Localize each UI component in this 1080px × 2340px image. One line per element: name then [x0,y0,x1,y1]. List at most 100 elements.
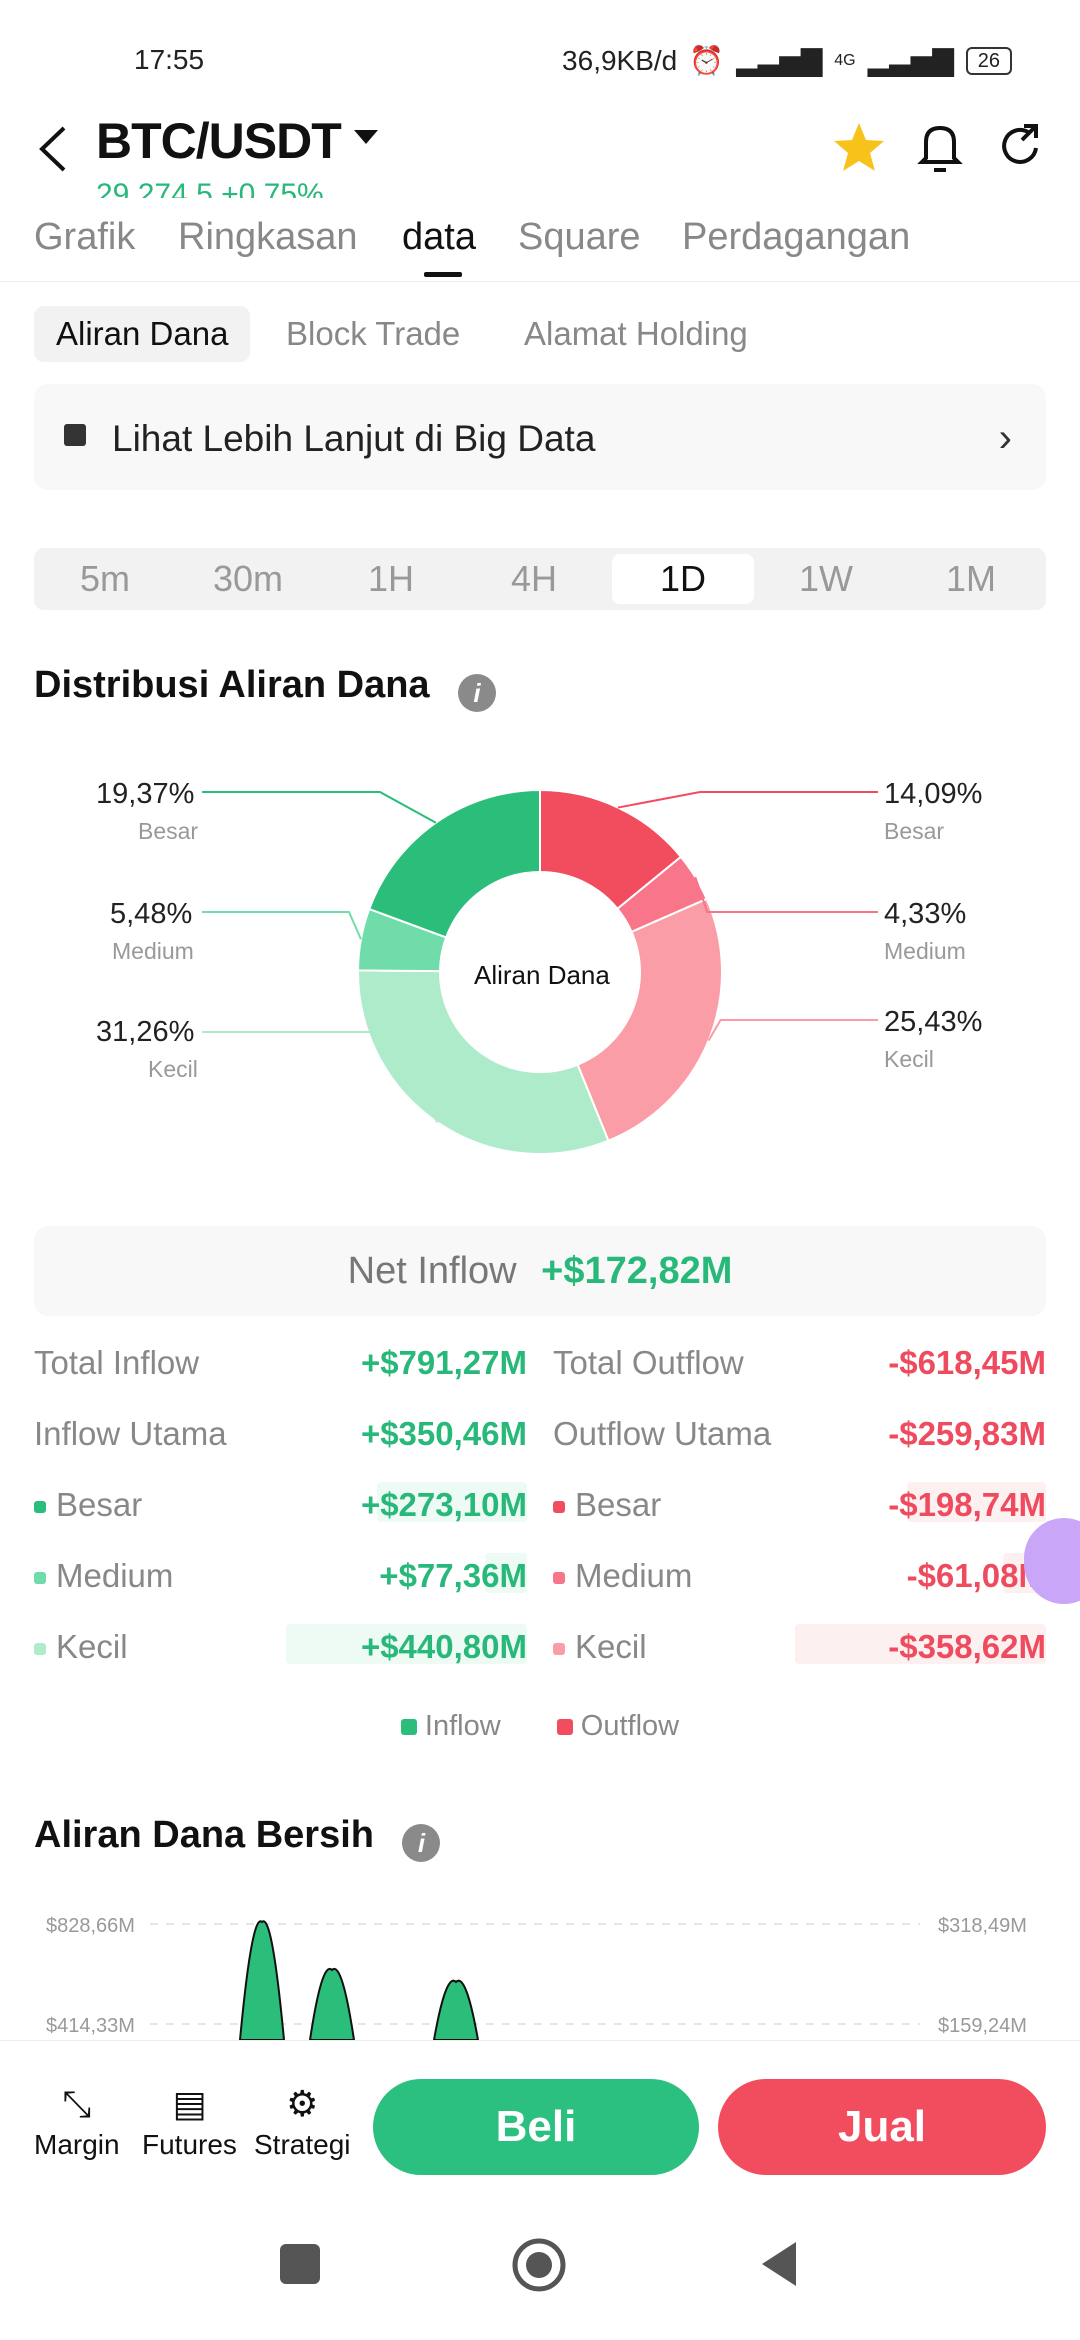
label-out-besar-pct: 14,09% [884,778,983,810]
inflow-besar-bar [377,1482,527,1522]
price-peek: 29.274,5 +0,75% [96,180,324,198]
net-speed: 36,9KB/d [562,44,678,76]
outflow-kecil-bar [795,1624,1046,1664]
net-flow-title: Aliran Dana Bersih [34,1814,374,1856]
strategy-label: Strategi [254,2129,351,2160]
y-right-tick-0: $318,49M [938,1915,1027,1937]
signal-icon: ▂▃▅▇ [736,45,823,76]
main-outflow-label: Outflow Utama [553,1415,772,1452]
range-1d[interactable]: 1D [612,554,754,604]
inflow-medium-text: Medium [56,1557,174,1594]
info-icon-2[interactable]: i [402,1823,441,1862]
tab-square[interactable]: Square [518,216,641,258]
pair-title[interactable]: BTC/USDT [96,113,342,169]
leader-line-inflow-medium [202,911,362,940]
strategy-button[interactable]: ⚙ Strategi [254,2083,351,2161]
tab-underline [424,272,462,277]
net-inflow-label: Net Inflow [347,1250,517,1292]
net-flow-svg: $828,66M $318,49M $414,33M $159,24M [46,1915,1027,2040]
label-in-kecil-pct: 31,26% [96,1016,195,1048]
chart-icon [64,424,86,446]
label-out-medium-sub: Medium [884,938,966,964]
star-icon[interactable] [832,120,886,174]
back-nav-icon[interactable] [756,2238,802,2290]
total-inflow-value: +$791,27M [360,1344,527,1381]
tab-data[interactable]: data [402,216,476,258]
home-icon[interactable] [510,2236,568,2294]
bigdata-link-label: Lihat Lebih Lanjut di Big Data [112,418,596,459]
sell-button[interactable]: Jual [718,2079,1046,2175]
subtab-alamat-holding[interactable]: Alamat Holding [524,315,748,352]
outflow-medium-label: Medium [553,1557,692,1595]
slice-inflow-kecil [357,969,610,1155]
info-icon[interactable]: i [458,673,497,712]
margin-button[interactable]: ⤡ Margin [34,2083,120,2161]
range-4h[interactable]: 4H [510,558,558,599]
share-icon[interactable] [996,120,1046,174]
main-outflow-value: -$259,83M [888,1415,1046,1452]
y-left-tick-0: $828,66M [46,1915,135,1937]
flow-legend: Inflow Outflow [0,1710,1080,1743]
chevron-down-icon[interactable] [354,130,378,144]
label-out-medium-pct: 4,33% [884,898,967,930]
range-30m[interactable]: 30m [212,558,284,599]
inflow-besar-text: Besar [56,1486,143,1523]
range-5m[interactable]: 5m [79,558,130,599]
outflow-kecil-label: Kecil [553,1628,647,1666]
outflow-kecil-dot [553,1643,565,1656]
outflow-besar-value: -$198,74M [888,1486,1046,1523]
outflow-besar-dot [553,1501,565,1514]
outflow-besar-label: Besar [553,1486,661,1524]
donut-svg [202,788,878,1155]
status-indicators: 36,9KB/d ⏰ ▂▃▅▇ 4G ▂▃▅▇ 26 [562,44,1012,77]
slice-outflow-kecil [576,897,723,1142]
outflow-besar-text: Besar [575,1486,662,1523]
header: BTC/USDT 29.274,5 +0,75% [0,100,1080,200]
buy-button[interactable]: Beli [373,2079,699,2175]
label-in-medium-pct: 5,48% [110,898,193,930]
net-flow-chart: $828,66M $318,49M $414,33M $159,24M [0,1900,1080,2040]
recents-icon[interactable] [280,2244,320,2284]
range-1w[interactable]: 1W [799,558,853,599]
tab-ringkasan[interactable]: Ringkasan [178,216,358,258]
total-inflow-label: Total Inflow [34,1344,200,1381]
tab-perdagangan[interactable]: Perdagangan [682,216,911,258]
flow-table: Total Inflow +$791,27M Total Outflow -$6… [0,1340,1080,1680]
leader-line-outflow-medium [694,876,878,913]
range-1h[interactable]: 1H [367,558,415,599]
net-flow-header: Aliran Dana Bersih i [34,1814,441,1862]
label-out-kecil-pct: 25,43% [884,1006,983,1038]
main-tabs: Grafik Ringkasan data Square Perdagangan [0,200,1080,282]
system-nav-bar [0,2230,1080,2310]
subtab-aliran-dana[interactable]: Aliran Dana [34,306,251,362]
tab-grafik[interactable]: Grafik [34,216,136,258]
back-icon[interactable] [34,122,74,176]
range-1m[interactable]: 1M [945,558,996,599]
inflow-medium-dot [34,1572,46,1585]
inflow-kecil-bar [286,1624,527,1664]
inflow-besar-value: +$273,10M [360,1486,527,1523]
main-inflow-value: +$350,46M [360,1415,527,1452]
legend-outflow: Outflow [580,1710,680,1742]
main-inflow-label: Inflow Utama [34,1415,227,1452]
outflow-besar-bar [907,1482,1046,1522]
inflow-kecil-text: Kecil [56,1628,128,1665]
leader-line-inflow-kecil [202,1031,439,1124]
label-in-kecil-sub: Kecil [148,1056,198,1082]
outflow-medium-value: -$61,08M [906,1557,1046,1594]
subtab-block-trade[interactable]: Block Trade [286,315,461,352]
assistant-bubble[interactable] [1024,1518,1080,1604]
battery-icon: 26 [965,46,1012,75]
total-outflow-value: -$618,45M [888,1344,1046,1381]
slice-inflow-besar [367,788,541,939]
distribution-chart: 19,37% Besar 5,48% Medium 31,26% Kecil 1… [0,760,1080,1180]
outflow-medium-text: Medium [575,1557,693,1594]
futures-button[interactable]: ▤ Futures [142,2083,237,2161]
net-inflow-box: Net Inflow +$172,82M [34,1226,1046,1316]
bell-icon[interactable] [916,120,964,174]
inflow-kecil-dot [34,1643,46,1656]
inflow-besar-label: Besar [34,1486,142,1524]
label-in-besar-pct: 19,37% [96,778,195,810]
range-selector: 5m 30m 1H 4H 1D 1W 1M [34,548,1046,610]
bigdata-link[interactable]: Lihat Lebih Lanjut di Big Data › [34,384,1046,490]
